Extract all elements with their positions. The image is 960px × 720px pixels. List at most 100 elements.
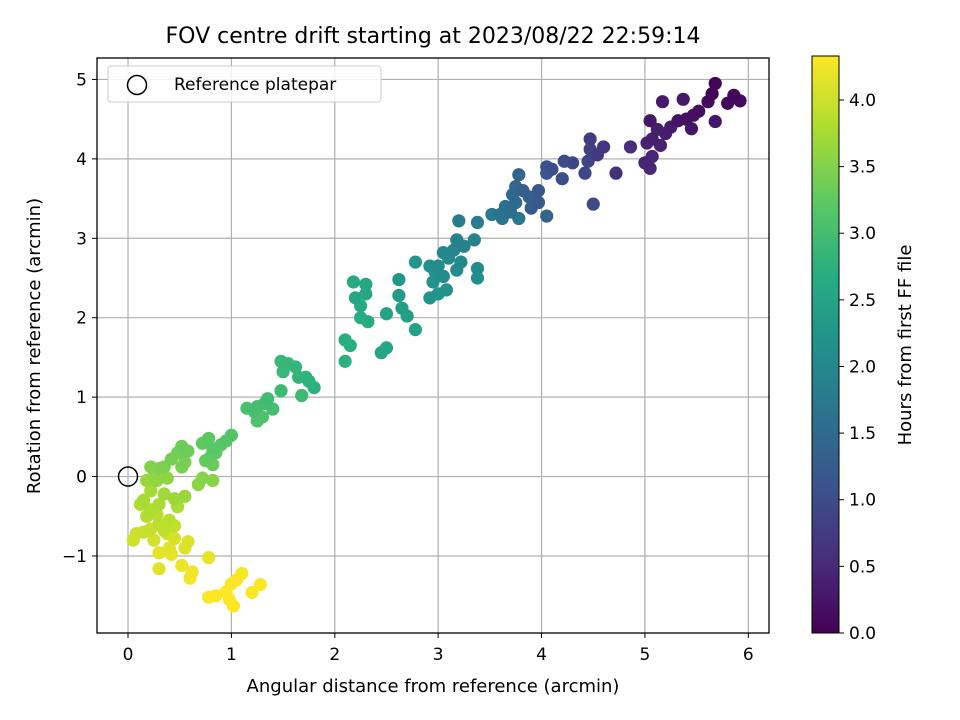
colorbar-tick-label: 4.0: [849, 91, 876, 111]
scatter-point: [565, 156, 580, 170]
scatter-point: [531, 195, 546, 210]
y-tick-label: 5: [76, 70, 87, 90]
scatter-point: [307, 380, 321, 395]
scatter-point: [202, 431, 216, 446]
scatter-point: [147, 533, 161, 547]
x-tick-label: 4: [536, 645, 547, 665]
scatter-point: [245, 585, 259, 600]
scatter-point: [470, 271, 485, 285]
x-tick-label: 1: [226, 645, 237, 665]
scatter-point: [162, 513, 176, 527]
scatter-point: [288, 360, 303, 374]
scatter-point: [379, 307, 394, 321]
scatter-point: [708, 76, 722, 91]
scatter-point: [596, 140, 611, 154]
scatter-point: [692, 104, 706, 118]
scatter-point: [195, 471, 210, 485]
x-axis-ticks: 0 1 2 3 4 5 6: [123, 633, 754, 665]
legend-marker-icon: [126, 74, 148, 96]
scatter-point: [175, 558, 189, 573]
scatter-point: [450, 233, 464, 247]
scatter-point: [338, 333, 352, 347]
scatter-point: [540, 209, 554, 223]
legend-box: [107, 65, 382, 103]
scatter-point: [727, 88, 741, 102]
colorbar-tick-label: 2.5: [849, 291, 876, 311]
scatter-point: [361, 315, 375, 329]
scatter-point: [224, 428, 238, 442]
scatter-point: [185, 565, 199, 579]
y-tick-label: −1: [62, 547, 87, 567]
scatter-point: [144, 484, 158, 498]
legend: Reference platepar: [107, 65, 382, 103]
scatter-point: [408, 323, 423, 337]
colorbar-tick-label: 1.0: [849, 491, 876, 511]
y-axis-label: Rotation from reference (arcmin): [24, 198, 45, 494]
scatter-point: [359, 277, 373, 291]
x-tick-label: 0: [123, 645, 134, 665]
scatter-point: [274, 384, 288, 398]
x-tick-label: 3: [433, 645, 444, 665]
scatter-point: [609, 166, 623, 180]
scatter-point: [152, 546, 166, 560]
scatter-point: [374, 346, 388, 360]
scatter-point: [470, 261, 485, 276]
scatter-point: [436, 269, 450, 284]
scatter-point: [555, 172, 569, 186]
scatter-point: [454, 255, 468, 269]
scatter-point: [439, 283, 454, 297]
scatter-point: [178, 489, 192, 503]
scatter-point: [359, 287, 373, 301]
x-tick-label: 5: [640, 645, 651, 665]
scatter-point: [583, 132, 597, 146]
scatter-point: [152, 562, 166, 576]
scatter-point: [202, 590, 216, 604]
scatter-point: [676, 92, 690, 106]
colorbar-tick-label: 1.5: [849, 424, 876, 444]
scatter-point: [260, 392, 275, 406]
scatter-point: [431, 259, 445, 273]
colorbar-tick-label: 2.0: [849, 357, 876, 377]
colorbar: [811, 55, 840, 634]
scatter-point: [152, 497, 166, 511]
y-tick-label: 0: [76, 468, 87, 488]
chart-title: FOV centre drift starting at 2023/08/22 …: [166, 24, 701, 49]
scatter-point: [655, 95, 670, 109]
scatter-point: [395, 301, 409, 315]
scatter-point: [512, 168, 526, 182]
scatter-point: [136, 493, 151, 507]
colorbar-label: Hours from first FF file: [895, 245, 916, 446]
scatter-point: [545, 162, 559, 176]
colorbar-tick-label: 3.5: [849, 158, 876, 178]
scatter-point: [338, 354, 352, 368]
reference-point-marker: [117, 466, 139, 487]
scatter-point: [705, 87, 719, 101]
scatter-point: [178, 455, 192, 469]
scatter-point: [708, 114, 722, 129]
scatter-point: [392, 272, 406, 287]
scatter-point: [157, 487, 171, 501]
colorbar-tick-label: 0.0: [849, 624, 876, 644]
scatter-point: [447, 243, 461, 257]
scatter-point: [253, 577, 267, 592]
y-tick-label: 2: [76, 309, 87, 329]
x-axis-label: Angular distance from reference (arcmin): [247, 676, 620, 697]
scatter-point: [348, 291, 363, 305]
scatter-point: [467, 233, 481, 247]
y-tick-label: 4: [76, 150, 87, 170]
y-tick-label: 3: [76, 229, 87, 249]
scatter-point: [581, 154, 595, 168]
colorbar-tick-label: 0.5: [849, 557, 876, 577]
plot-frame: [96, 57, 770, 634]
colorbar-tick-label: 3.0: [849, 224, 876, 244]
scatter-point: [643, 114, 657, 128]
x-tick-label: 2: [329, 645, 340, 665]
scatter-point: [346, 275, 360, 289]
scatter-point: [452, 214, 466, 228]
scatter-point: [226, 599, 241, 613]
scatter-point: [408, 255, 423, 269]
data-points: [126, 76, 747, 613]
scatter-point: [436, 245, 450, 260]
x-tick-label: 6: [743, 645, 754, 665]
